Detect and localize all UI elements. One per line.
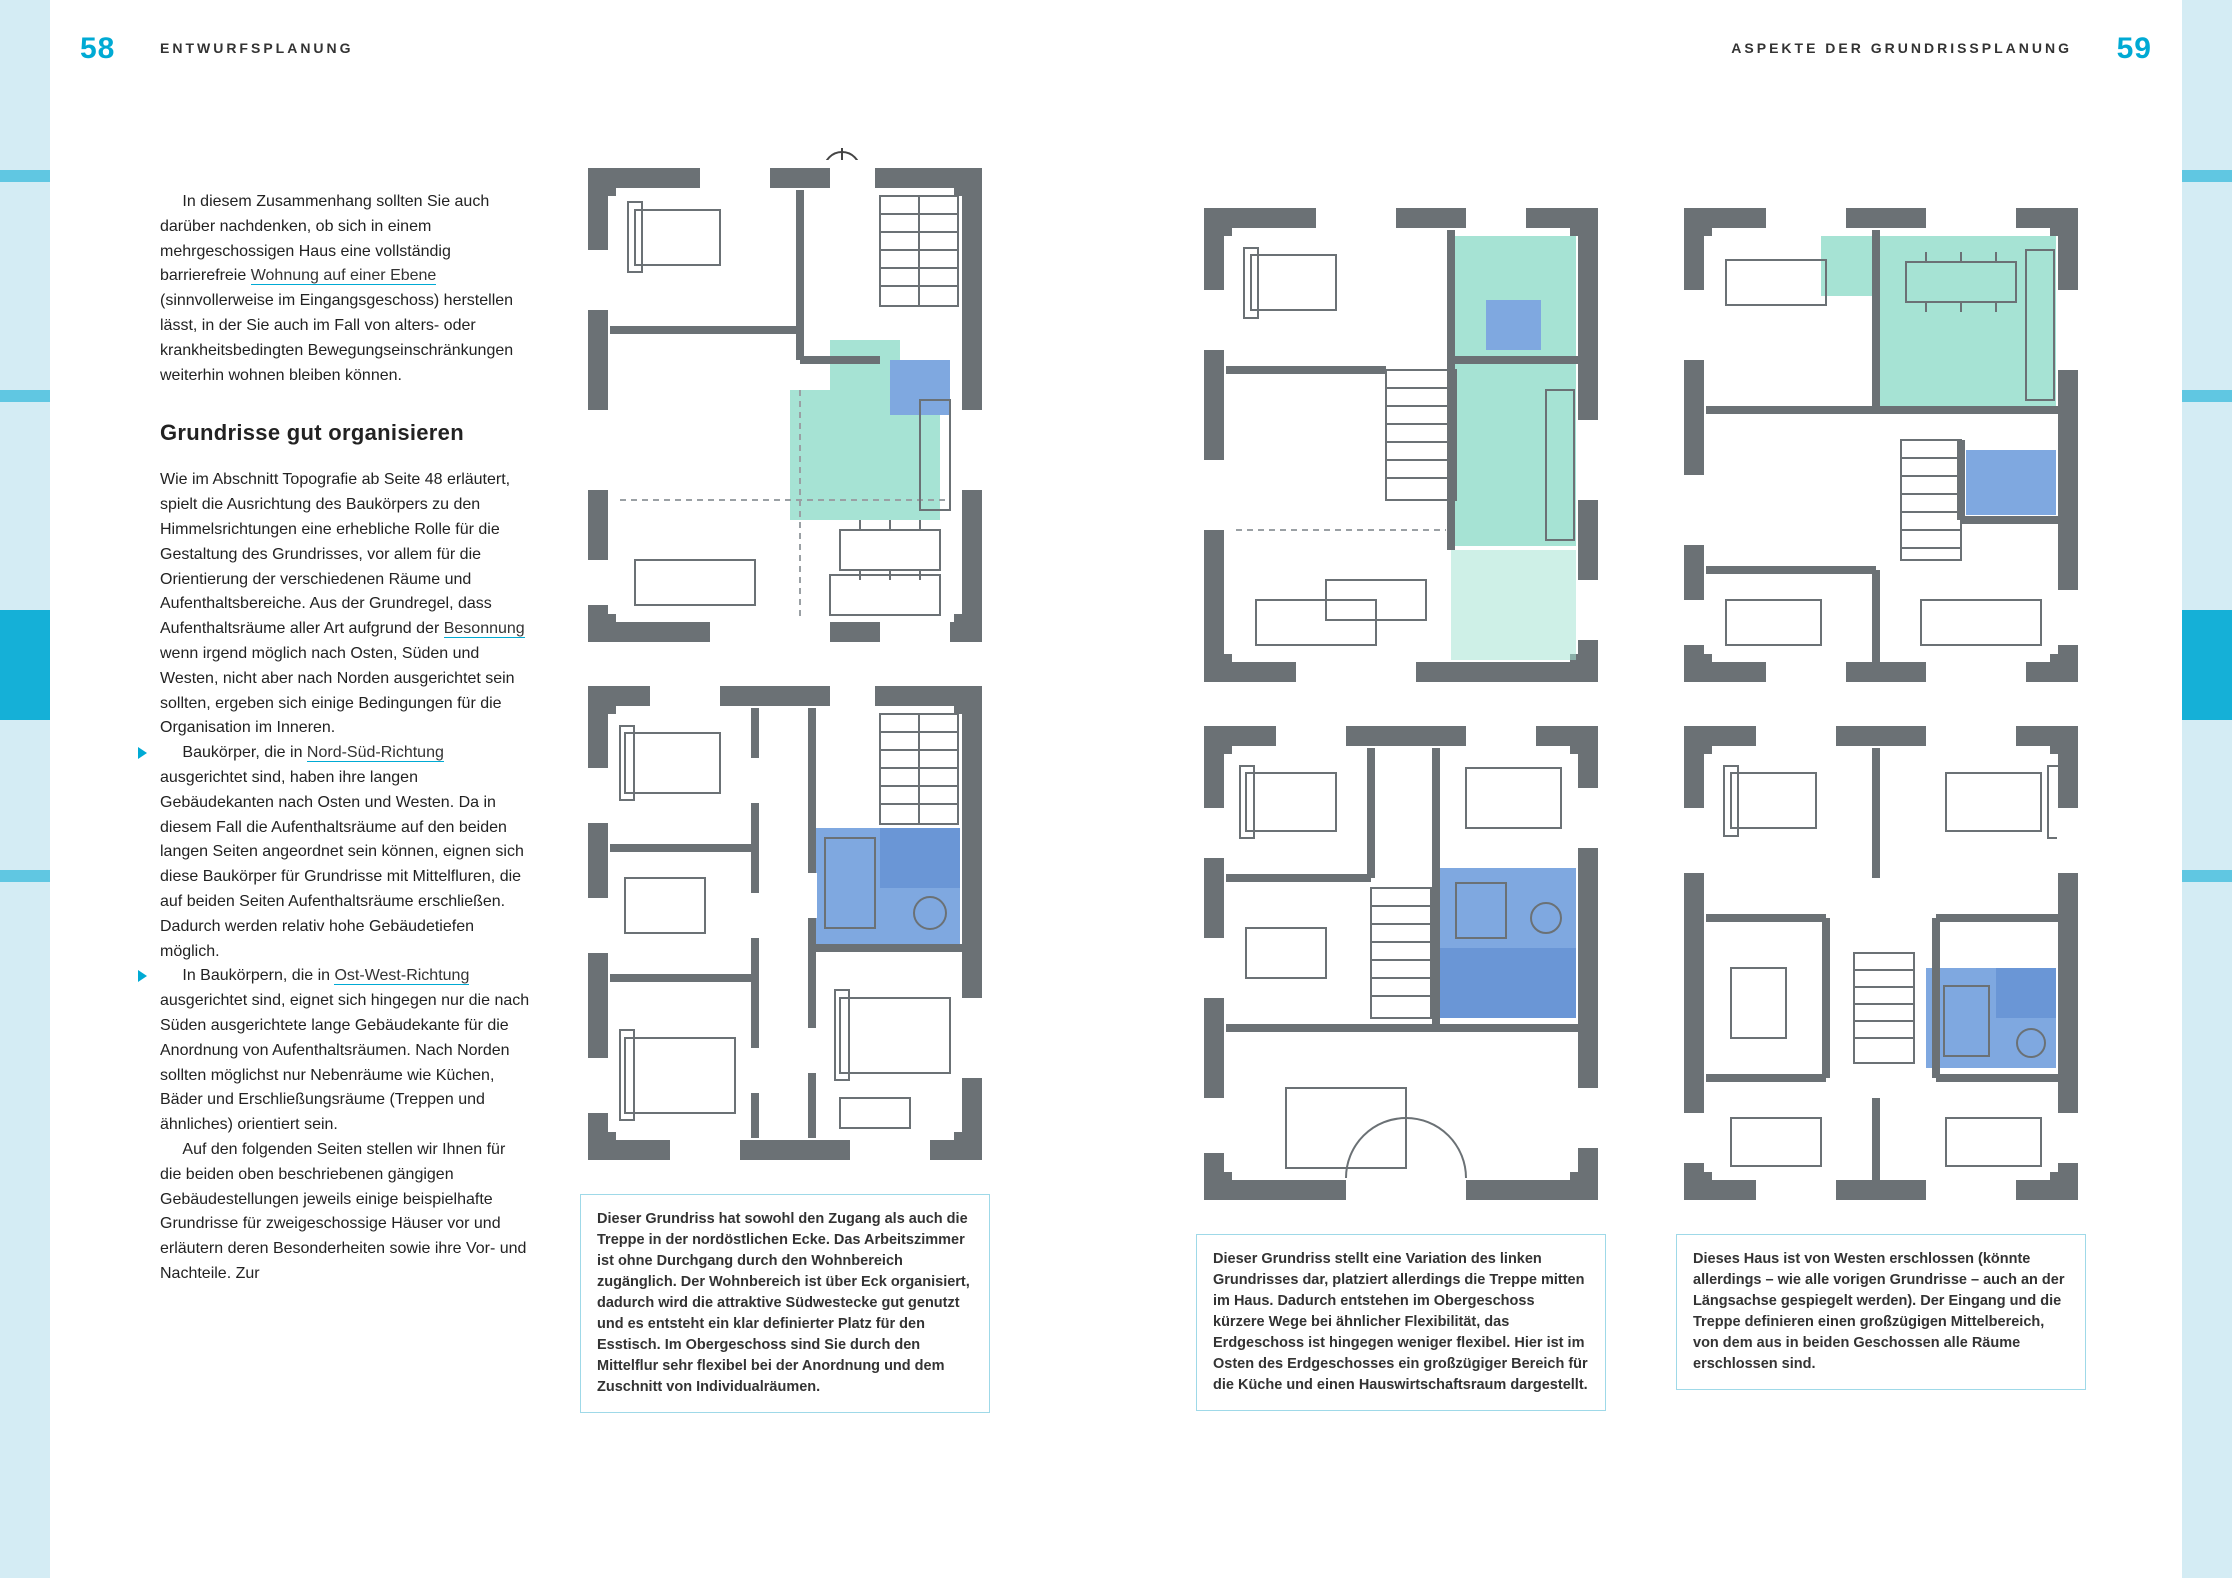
plan-column-2: Dieser Grundriss stellt eine Variation d… xyxy=(1196,200,1606,1411)
keyword-nordsued: Nord-Süd-Richtung xyxy=(307,744,444,762)
edge-stripe xyxy=(2182,390,2232,402)
page-number-right: 59 xyxy=(2117,32,2152,66)
page-left: 58 ENTWURFSPLANUNG In diesem Zusammenhan… xyxy=(50,0,1116,1578)
text: ausgerichtet sind, haben ihre langen Geb… xyxy=(160,769,524,960)
paragraph-outro: Auf den folgenden Seiten stellen wir Ihn… xyxy=(160,1138,530,1287)
page-number-left: 58 xyxy=(80,32,115,66)
edge-stripe xyxy=(0,610,50,720)
text: wenn irgend möglich nach Osten, Süden un… xyxy=(160,645,515,736)
floorplan-2-eg xyxy=(1196,200,1606,690)
intro-paragraph: In diesem Zusammenhang sollten Sie auch … xyxy=(160,190,530,388)
text: (sinnvollerweise im Eingangsgeschoss) he… xyxy=(160,292,513,383)
edge-stripe xyxy=(0,870,50,882)
keyword-wohnung: Wohnung auf einer Ebene xyxy=(251,267,437,285)
bullet-icon xyxy=(138,970,147,982)
floorplan-3-og xyxy=(1676,718,2086,1208)
bullet-nordsued: Baukörper, die in Nord-Süd-Richtung ausg… xyxy=(160,741,530,964)
text: ausgerichtet sind, eignet sich hingegen … xyxy=(160,992,529,1133)
plan-column-1: Dieser Grundriss hat sowohl den Zugang a… xyxy=(580,160,1080,1413)
plan-column-3: Dieses Haus ist von Westen erschlossen (… xyxy=(1676,200,2086,1390)
edge-stripe xyxy=(0,170,50,182)
caption-1: Dieser Grundriss hat sowohl den Zugang a… xyxy=(580,1194,990,1413)
running-head-left: ENTWURFSPLANUNG xyxy=(160,40,354,56)
section-heading: Grundrisse gut organisieren xyxy=(160,416,530,450)
page-right: 59 ASPEKTE DER GRUNDRISSPLANUNG xyxy=(1116,0,2182,1578)
text: Wie im Abschnitt Topografie ab Seite 48 … xyxy=(160,471,510,637)
bullet-ostwest: In Baukörpern, die in Ost-West-Richtung … xyxy=(160,964,530,1138)
bullet-icon xyxy=(138,747,147,759)
edge-stripe xyxy=(2182,610,2232,720)
running-head-right: ASPEKTE DER GRUNDRISSPLANUNG xyxy=(1731,40,2072,56)
caption-3: Dieses Haus ist von Westen erschlossen (… xyxy=(1676,1234,2086,1390)
caption-2: Dieser Grundriss stellt eine Variation d… xyxy=(1196,1234,1606,1411)
text: In Baukörpern, die in xyxy=(182,967,334,984)
page-spread: 58 ENTWURFSPLANUNG In diesem Zusammenhan… xyxy=(50,0,2182,1578)
edge-stripe xyxy=(0,390,50,402)
floorplan-3-eg xyxy=(1676,200,2086,690)
edge-stripe xyxy=(2182,170,2232,182)
edge-stripe xyxy=(2182,870,2232,882)
body-text-column: In diesem Zusammenhang sollten Sie auch … xyxy=(160,190,530,1287)
keyword-ostwest: Ost-West-Richtung xyxy=(334,967,469,985)
floorplan-1-eg xyxy=(580,160,1080,650)
floorplan-2-og xyxy=(1196,718,1606,1208)
paragraph-besonnung: Wie im Abschnitt Topografie ab Seite 48 … xyxy=(160,468,530,741)
text: Baukörper, die in xyxy=(182,744,307,761)
floorplan-1-og xyxy=(580,678,1080,1168)
keyword-besonnung: Besonnung xyxy=(444,620,525,638)
